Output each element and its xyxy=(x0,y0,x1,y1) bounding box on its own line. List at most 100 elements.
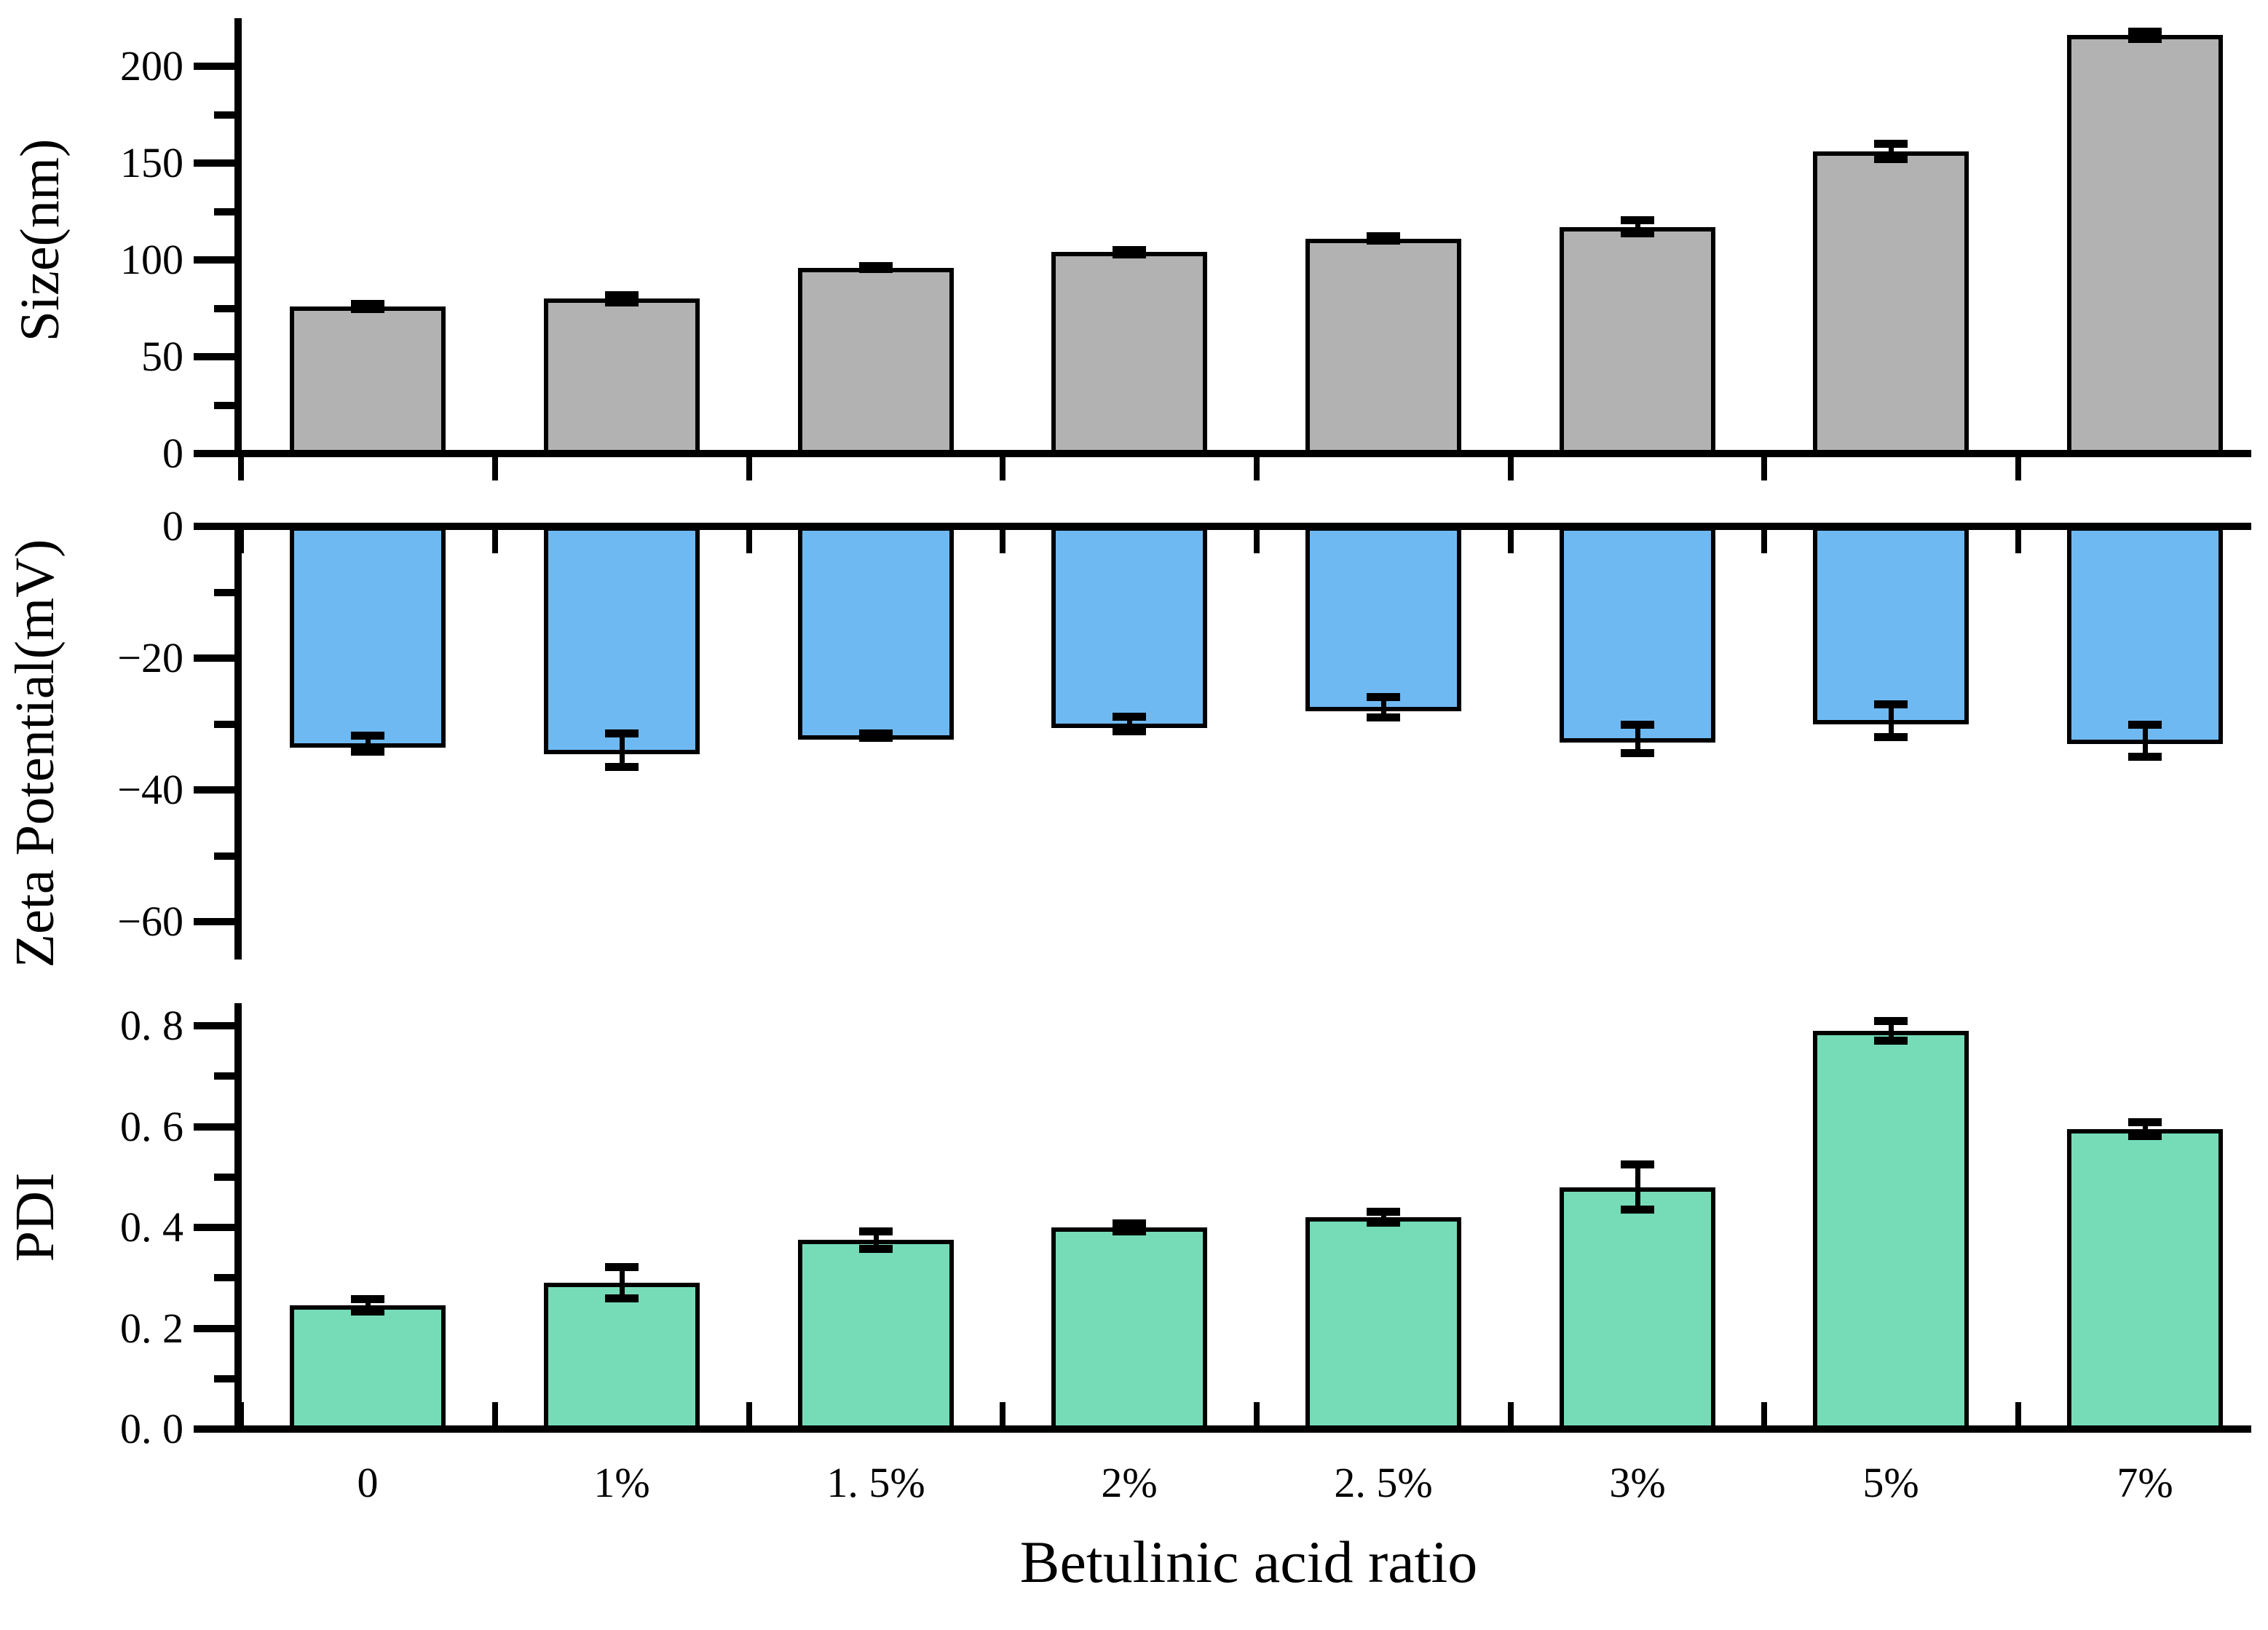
size-y-tick-label: 100 xyxy=(120,236,183,283)
pdi-error-cap-top xyxy=(1367,1207,1400,1216)
zeta-x-boundary-tick xyxy=(746,530,752,553)
pdi-error-bar xyxy=(1381,1211,1386,1224)
zeta-error-cap-top xyxy=(2128,720,2162,729)
pdi-y-minor-tick xyxy=(214,1072,234,1080)
size-error-cap-top xyxy=(2128,28,2162,36)
pdi-x-boundary-tick xyxy=(1508,1402,1514,1425)
zeta-error-bar xyxy=(1127,716,1132,732)
size-y-major-tick xyxy=(194,256,234,264)
pdi-bar-5 xyxy=(1813,1030,1969,1433)
zeta-bar-3 xyxy=(1560,526,1715,743)
size-error-cap-top xyxy=(351,299,384,308)
pdi-error-cap-bottom xyxy=(1367,1219,1400,1227)
zeta-y-minor-tick xyxy=(214,720,234,728)
size-bar-1 xyxy=(544,298,700,457)
x-tick-label: 5% xyxy=(1862,1459,1919,1506)
zeta-error-bar xyxy=(2143,724,2148,757)
zeta-x-boundary-tick xyxy=(1508,530,1514,553)
zeta-y-major-tick xyxy=(194,918,234,925)
size-y-major-tick xyxy=(194,353,234,360)
zeta-error-cap-top xyxy=(1874,700,1908,709)
pdi-y-major-tick xyxy=(194,1022,234,1029)
pdi-error-cap-top xyxy=(1874,1017,1908,1026)
zeta-y-axis xyxy=(234,523,242,960)
pdi-x-boundary-tick xyxy=(238,1402,244,1425)
zeta-error-bar xyxy=(1635,724,1640,754)
pdi-x-boundary-tick xyxy=(1000,1402,1005,1425)
zeta-bar-15 xyxy=(798,526,954,740)
size-y-axis xyxy=(234,18,242,457)
zeta-error-cap-top xyxy=(1113,712,1146,721)
size-y-minor-tick xyxy=(214,111,234,119)
size-x-boundary-tick xyxy=(1761,457,1767,480)
size-x-boundary-tick xyxy=(1508,457,1514,480)
size-bar-2 xyxy=(1051,252,1207,457)
pdi-bar-25 xyxy=(1305,1217,1461,1433)
zeta-y-major-tick xyxy=(194,654,234,662)
zeta-y-minor-tick xyxy=(214,852,234,860)
size-y-tick-label: 200 xyxy=(120,42,183,90)
pdi-y-major-tick xyxy=(194,1224,234,1231)
x-tick-label: 0 xyxy=(357,1459,379,1506)
size-error-cap-bottom xyxy=(1621,229,1654,238)
size-bar-3 xyxy=(1560,226,1715,457)
size-error-cap-bottom xyxy=(605,298,639,306)
x-tick-label: 2. 5% xyxy=(1334,1459,1433,1506)
x-tick-label: 1. 5% xyxy=(826,1459,925,1506)
pdi-x-boundary-tick xyxy=(2015,1402,2021,1425)
pdi-error-cap-top xyxy=(2128,1117,2162,1126)
size-x-boundary-tick xyxy=(1254,457,1260,480)
zeta-error-cap-top xyxy=(1367,693,1400,702)
pdi-error-cap-bottom xyxy=(351,1307,384,1316)
zeta-error-cap-bottom xyxy=(351,748,384,756)
pdi-x-boundary-tick xyxy=(746,1402,752,1425)
pdi-error-cap-bottom xyxy=(1874,1036,1908,1045)
size-bar-25 xyxy=(1305,238,1461,457)
zeta-error-cap-bottom xyxy=(1113,727,1146,736)
pdi-bar-7 xyxy=(2067,1128,2223,1433)
pdi-error-cap-top xyxy=(351,1295,384,1304)
size-y-tick-label: 150 xyxy=(120,139,183,186)
pdi-x-boundary-tick xyxy=(492,1402,498,1425)
size-x-axis-line xyxy=(234,450,2251,457)
zeta-bar-1 xyxy=(544,526,700,754)
pdi-bar-0 xyxy=(290,1305,446,1433)
size-bar-0 xyxy=(290,306,446,457)
zeta-error-cap-bottom xyxy=(1621,749,1654,758)
zeta-x-boundary-tick xyxy=(1000,530,1005,553)
pdi-error-bar xyxy=(366,1299,371,1313)
pdi-y-minor-tick xyxy=(214,1173,234,1181)
zeta-y-tick-label: 0 xyxy=(162,502,183,550)
pdi-y-minor-tick xyxy=(214,1374,234,1382)
size-error-cap-bottom xyxy=(1367,237,1400,245)
size-x-boundary-tick xyxy=(2015,457,2021,480)
pdi-error-cap-bottom xyxy=(1621,1205,1654,1214)
pdi-error-cap-top xyxy=(859,1227,893,1235)
pdi-bar-2 xyxy=(1051,1227,1207,1433)
pdi-error-bar xyxy=(620,1267,625,1299)
pdi-x-axis-line xyxy=(234,1425,2251,1433)
zeta-y-minor-tick xyxy=(214,588,234,596)
zeta-error-bar xyxy=(1381,697,1386,719)
zeta-bar-0 xyxy=(290,526,446,748)
pdi-y-tick-label: 0. 0 xyxy=(120,1405,183,1452)
zeta-bar-5 xyxy=(1813,526,1969,724)
pdi-error-cap-bottom xyxy=(1113,1227,1146,1235)
pdi-error-cap-top xyxy=(1113,1219,1146,1228)
zeta-x-boundary-tick xyxy=(238,530,244,553)
zeta-x-boundary-tick xyxy=(1254,530,1260,553)
pdi-y-tick-label: 0. 2 xyxy=(120,1304,183,1352)
size-y-tick-label: 0 xyxy=(162,430,183,477)
size-error-cap-bottom xyxy=(1113,250,1146,258)
pdi-error-cap-top xyxy=(1621,1160,1654,1169)
pdi-error-cap-bottom xyxy=(859,1244,893,1253)
size-error-cap-bottom xyxy=(2128,34,2162,43)
zeta-y-tick-label: −20 xyxy=(117,634,183,681)
size-y-major-tick xyxy=(194,450,234,457)
zeta-error-cap-bottom xyxy=(1367,713,1400,722)
pdi-error-bar xyxy=(874,1230,879,1249)
zeta-x-boundary-tick xyxy=(1761,530,1767,553)
size-y-major-tick xyxy=(194,159,234,167)
size-error-bar xyxy=(1635,220,1640,234)
zeta-bar-2 xyxy=(1051,526,1207,728)
